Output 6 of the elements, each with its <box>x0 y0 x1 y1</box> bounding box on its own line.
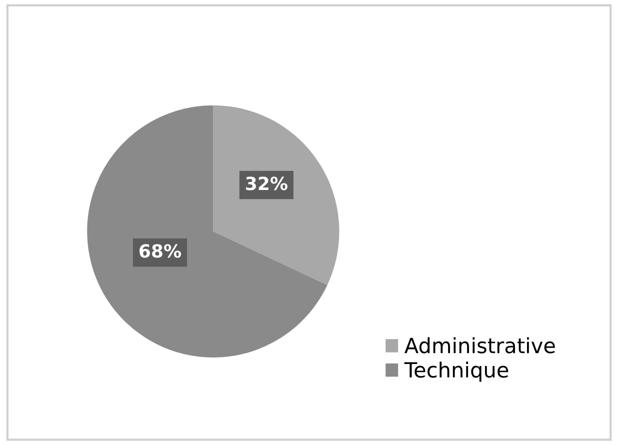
pie-slice <box>213 105 340 286</box>
data-label: 32% <box>246 176 288 190</box>
pie-slice <box>87 105 328 358</box>
data-label: 68% <box>140 244 182 258</box>
legend-label: Technique <box>404 362 508 382</box>
legend-label: Administrative <box>404 337 555 354</box>
